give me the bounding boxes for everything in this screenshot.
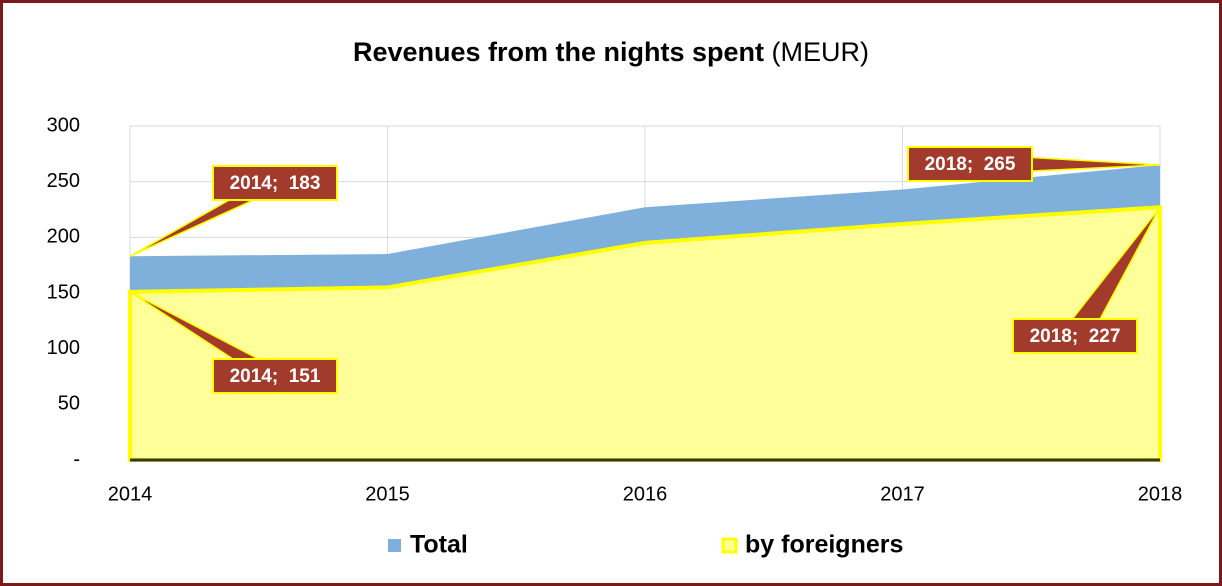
y-tick-label: 150	[47, 281, 80, 303]
x-tick-label: 2018	[1138, 483, 1183, 505]
y-tick-label: -	[73, 448, 80, 470]
legend-swatch	[721, 537, 738, 554]
data-label: 2018; 227	[1030, 326, 1121, 347]
x-tick-label: 2015	[365, 483, 410, 505]
y-tick-label: 100	[47, 337, 80, 359]
callout-box	[212, 358, 338, 394]
callout-box	[212, 165, 338, 201]
data-label: 2018; 265	[925, 154, 1016, 175]
callout-box	[1012, 318, 1138, 354]
data-label: 2014; 151	[230, 366, 321, 387]
chart-title: Revenues from the nights spent (MEUR)	[353, 37, 869, 67]
callout-box	[907, 146, 1033, 182]
labels: 2014; 183 2018; 265 2014; 151 2018; 227 Tota…	[129, 146, 1161, 559]
title-unit: (MEUR)	[772, 37, 869, 67]
areas	[128, 164, 1162, 462]
x-tick-label: 2017	[880, 483, 925, 505]
y-tick-label: 300	[47, 114, 80, 136]
legend-label: Total	[410, 531, 468, 559]
y-tick-label: 50	[58, 393, 80, 415]
title-main: Revenues from the nights spent	[353, 37, 764, 67]
data-label: 2014; 183	[230, 173, 321, 194]
x-tick-label: 2014	[108, 483, 153, 505]
legend-label: by foreigners	[745, 531, 903, 559]
y-tick-label: 250	[47, 170, 80, 192]
y-tick-label: 200	[47, 226, 80, 248]
x-tick-label: 2016	[623, 483, 668, 505]
legend-swatch	[388, 539, 401, 552]
